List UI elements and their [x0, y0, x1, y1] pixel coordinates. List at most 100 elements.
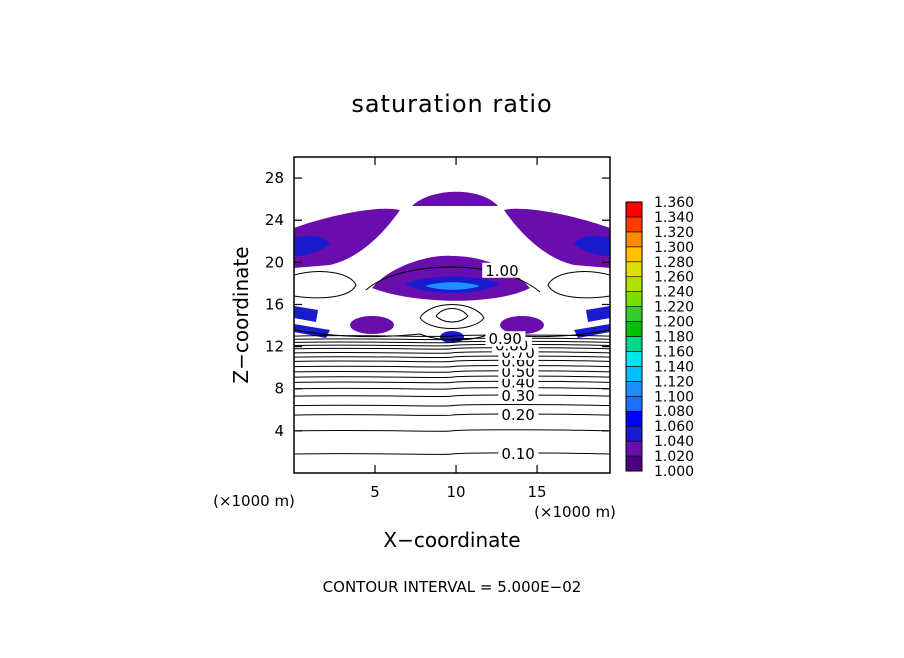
filled-contours: [294, 191, 610, 343]
top-dome-region: [412, 191, 498, 206]
colorbar-label: 1.280: [654, 255, 694, 271]
contour-line-0.75: [294, 347, 610, 350]
left-edge-streaks: [294, 306, 330, 338]
colorbar-swatch: [625, 276, 643, 292]
contour-right-lobe: [547, 271, 610, 299]
colorbar-swatch: [625, 246, 643, 263]
contour-label: 0.30: [501, 387, 534, 405]
upper-right-band: [504, 208, 610, 268]
colorbar-swatch: [625, 201, 643, 218]
contour-line-0.45: [294, 375, 610, 379]
plot-area: 0.100.200.300.400.500.600.700.800.901.00: [294, 157, 610, 473]
upper-left-band: [294, 208, 400, 268]
contour-labels: 0.100.200.300.400.500.600.700.800.901.00: [482, 262, 539, 463]
colorbar-swatch: [625, 425, 643, 442]
contour-line-0.15: [294, 429, 610, 432]
y-tick-label: 8: [274, 380, 284, 398]
contour-line-0.80: [294, 343, 610, 347]
contour-line-0.40: [294, 380, 610, 384]
horizontal-contours: [294, 334, 610, 455]
colorbar-label: 1.140: [654, 359, 694, 375]
y-tick-label: 16: [265, 295, 284, 313]
contour-line-0.70: [294, 351, 610, 354]
colorbar-label: 1.340: [654, 210, 694, 226]
plot-frame: [293, 156, 611, 474]
colorbar-label: 1.200: [654, 315, 694, 331]
contour-label-bg: [482, 262, 523, 278]
colorbar-swatch: [625, 455, 643, 472]
colorbar-label: 1.220: [654, 300, 694, 316]
plot-background: [294, 157, 610, 473]
y-tick-label: 20: [265, 253, 284, 271]
contour-line-0.20: [294, 413, 610, 416]
colorbar-label: 1.360: [654, 195, 694, 211]
right-mid-blob: [500, 316, 544, 334]
contour-line-0.60: [294, 359, 610, 363]
colorbar-swatch: [625, 440, 643, 457]
right-edge-streaks: [574, 306, 610, 338]
colorbar-swatch: [625, 410, 643, 427]
contour-left-lobe: [294, 271, 357, 299]
x-axis-label: X−coordinate: [383, 528, 520, 552]
contour-line-0.25: [294, 403, 610, 407]
contour-line-0.55: [294, 364, 610, 368]
colorbar-label: 1.180: [654, 330, 694, 346]
x-tick-label: 5: [370, 483, 380, 501]
left-mid-blob: [350, 316, 394, 334]
colorbar-swatch: [625, 351, 643, 367]
y-axis-label: Z−coordinate: [229, 246, 253, 383]
center-low-blob: [440, 331, 464, 343]
contour-label: 0.90: [488, 330, 521, 348]
x-tick-label: 10: [447, 483, 466, 501]
contour-line-0.30: [294, 394, 610, 398]
contour-label: 1.00: [485, 262, 518, 280]
colorbar-swatch: [625, 231, 643, 248]
contour-label-bg: [498, 407, 539, 423]
colorbar-label: 1.100: [654, 389, 694, 405]
colorbar-label: 1.060: [654, 419, 694, 435]
colorbar: 1.0001.0201.0401.0601.0801.1001.1201.140…: [625, 195, 694, 480]
y-tick-label: 24: [265, 211, 284, 229]
x-axis-unit-left: (×1000 m): [213, 492, 295, 510]
colorbar-label: 1.300: [654, 240, 694, 256]
curved-contours: [294, 266, 610, 341]
contour-label: 0.20: [501, 406, 534, 424]
contour-line-0.95: [294, 334, 610, 337]
contour-1.00-arc: [365, 266, 541, 293]
contour-line-0.90: [294, 337, 610, 341]
y-tick-label: 28: [265, 169, 284, 187]
colorbar-swatch: [625, 336, 643, 352]
colorbar-swatch: [625, 306, 643, 322]
central-blob-inner: [425, 282, 480, 290]
colorbar-swatch: [625, 216, 643, 233]
contour-label-bg: [485, 331, 526, 347]
colorbar-swatch: [625, 291, 643, 307]
contour-label-bg: [498, 388, 539, 404]
colorbar-swatch: [625, 381, 643, 397]
axis-ticks: 4 8 12 16 20 24 28 5 10 15: [265, 157, 610, 501]
colorbar-label: 1.260: [654, 270, 694, 286]
colorbar-label: 1.000: [654, 464, 694, 480]
x-tick-label: 15: [528, 483, 547, 501]
contour-label-bg: [498, 446, 539, 462]
colorbar-label: 1.040: [654, 434, 694, 450]
colorbar-label: 1.080: [654, 404, 694, 420]
colorbar-frame: [625, 201, 643, 472]
colorbar-swatch: [625, 321, 643, 337]
contour-center-star: [419, 304, 485, 329]
colorbar-swatch: [625, 366, 643, 382]
contour-line-0.35: [294, 387, 610, 390]
contour-label: 0.10: [501, 445, 534, 463]
colorbar-swatch: [625, 261, 643, 278]
upper-right-band-core: [574, 236, 610, 256]
contour-line-0.10: [294, 452, 610, 455]
colorbar-label: 1.020: [654, 449, 694, 465]
x-axis-unit-right: (×1000 m): [534, 503, 616, 521]
colorbar-label: 1.160: [654, 344, 694, 360]
colorbar-label: 1.320: [654, 225, 694, 241]
contour-center-inner: [435, 308, 469, 323]
colorbar-swatch: [625, 395, 643, 412]
contour-line-0.85: [294, 340, 610, 344]
